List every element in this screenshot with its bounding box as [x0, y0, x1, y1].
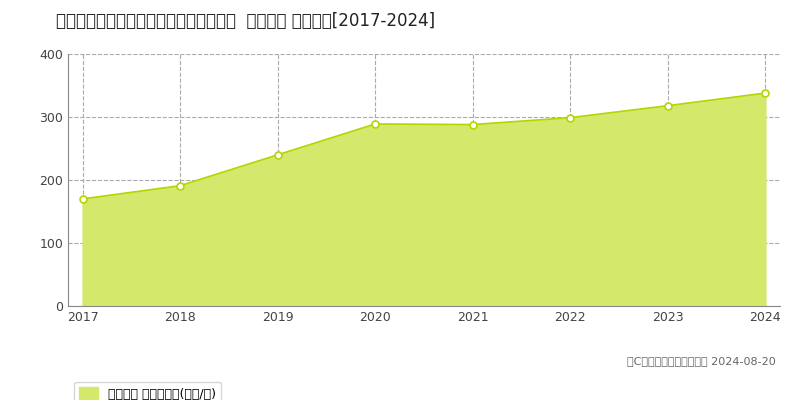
Text: （C）土地価格ドットコム 2024-08-20: （C）土地価格ドットコム 2024-08-20 [627, 356, 776, 366]
Text: 愛知県名古屋市中区栄５丁目１１３番外  地価公示 地価推移[2017-2024]: 愛知県名古屋市中区栄５丁目１１３番外 地価公示 地価推移[2017-2024] [56, 12, 435, 30]
Legend: 地価公示 平均坪単価(万円/坪): 地価公示 平均坪単価(万円/坪) [74, 382, 221, 400]
